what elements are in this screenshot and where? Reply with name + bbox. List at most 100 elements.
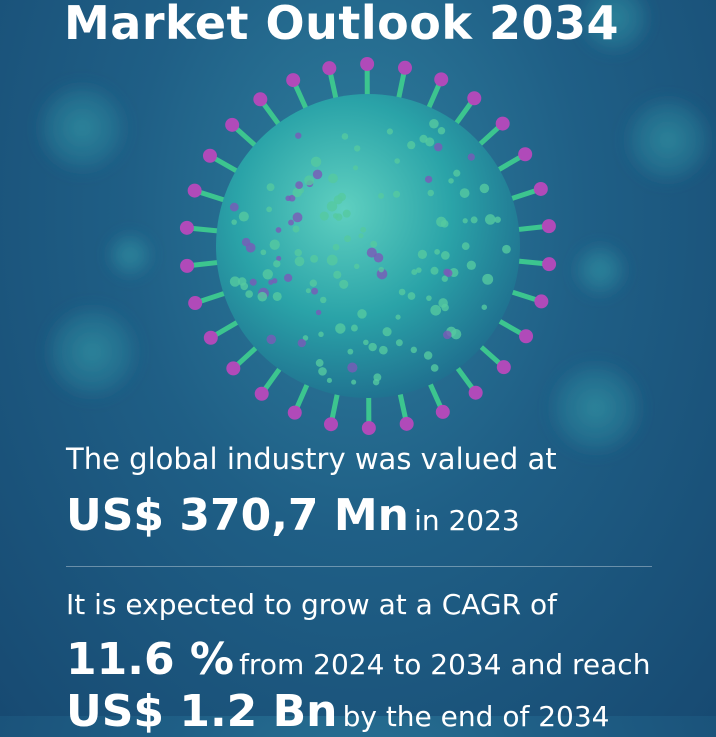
surface-dot: [276, 256, 281, 261]
spike-tip: [496, 117, 510, 131]
surface-dot: [387, 128, 393, 134]
surface-dot: [327, 201, 337, 211]
surface-dot: [328, 173, 338, 183]
spike-tip: [497, 360, 511, 374]
surface-dot: [434, 249, 440, 255]
spike-tip: [400, 417, 414, 431]
surface-dot: [267, 183, 275, 191]
surface-dot: [374, 253, 383, 262]
surface-dot: [285, 196, 291, 202]
surface-dot: [438, 127, 445, 134]
surface-dot: [482, 274, 493, 285]
surface-dot: [383, 327, 392, 336]
surface-dot: [443, 331, 452, 340]
spike-tip: [518, 147, 532, 161]
surface-dot: [462, 242, 470, 250]
surface-dot: [393, 191, 400, 198]
surface-dot: [320, 297, 326, 303]
spike-tip: [519, 329, 533, 343]
surface-dot: [347, 349, 353, 355]
forecast-line: US$ 1.2 Bn by the end of 2034: [66, 686, 609, 737]
surface-dot: [395, 315, 400, 320]
surface-dot: [354, 264, 359, 269]
surface-dot: [295, 132, 301, 138]
surface-dot: [360, 227, 366, 233]
surface-dot: [448, 178, 454, 184]
surface-dot: [373, 379, 379, 385]
surface-dot: [273, 292, 282, 301]
surface-dot: [288, 220, 294, 226]
surface-dot: [370, 241, 377, 248]
surface-dot: [230, 203, 239, 212]
surface-dot: [333, 244, 340, 251]
spike-tip: [288, 406, 302, 420]
surface-dot: [339, 280, 348, 289]
surface-dot: [418, 250, 427, 259]
cagr-line: 11.6 % from 2024 to 2034 and reach: [66, 634, 650, 685]
surface-dot: [263, 269, 273, 279]
surface-dot: [347, 363, 357, 373]
surface-dot: [394, 158, 400, 164]
valuation-year: in 2023: [414, 504, 520, 537]
surface-dot: [242, 238, 250, 246]
surface-dot: [443, 269, 450, 276]
surface-dot: [292, 226, 299, 233]
surface-dot: [408, 292, 416, 300]
surface-dot: [245, 290, 253, 298]
surface-dot: [363, 340, 369, 346]
surface-dot: [270, 240, 280, 250]
surface-dot: [327, 255, 338, 266]
surface-dot: [313, 170, 323, 180]
spike-tip: [434, 72, 448, 86]
surface-dot: [230, 276, 240, 286]
spike-tip: [534, 182, 548, 196]
surface-dot: [333, 271, 341, 279]
divider-line: [66, 566, 652, 567]
surface-dot: [351, 325, 358, 332]
surface-dot: [344, 235, 351, 242]
spike-tip: [469, 386, 483, 400]
virus-body: [216, 94, 520, 398]
surface-dot: [304, 175, 314, 185]
surface-dot: [424, 351, 432, 359]
surface-dot: [434, 143, 442, 151]
surface-dot: [368, 343, 376, 351]
surface-dot: [436, 217, 446, 227]
surface-dot: [354, 145, 360, 151]
spike-tip: [542, 219, 556, 233]
spike-tip: [203, 149, 217, 163]
forecast-amount: US$ 1.2 Bn: [66, 686, 337, 737]
spike-tip: [324, 417, 338, 431]
surface-dot: [258, 292, 268, 302]
surface-dot: [231, 219, 237, 225]
surface-dot: [343, 210, 351, 218]
surface-dot: [357, 309, 366, 318]
surface-dot: [342, 133, 349, 140]
surface-dot: [310, 255, 318, 263]
surface-dot: [379, 346, 388, 355]
surface-dot: [482, 304, 487, 309]
spike-tip: [286, 73, 300, 87]
forecast-period: by the end of 2034: [343, 700, 610, 733]
surface-dot: [268, 280, 273, 285]
spike-tip: [322, 61, 336, 75]
surface-dot: [453, 170, 460, 177]
surface-dot: [295, 249, 302, 256]
spike-tip: [362, 421, 376, 435]
surface-dot: [396, 339, 403, 346]
surface-dot: [495, 217, 501, 223]
page-title: Market Outlook 2034: [64, 0, 619, 50]
surface-dot: [318, 367, 327, 376]
surface-dot: [295, 257, 305, 267]
surface-dot: [480, 184, 489, 193]
surface-dot: [335, 323, 345, 333]
surface-dot: [318, 332, 323, 337]
surface-dot: [485, 214, 496, 225]
surface-dot: [358, 233, 363, 238]
cagr-rate: 11.6 %: [66, 634, 234, 685]
surface-dot: [266, 207, 272, 213]
surface-dot: [284, 274, 292, 282]
surface-dot: [460, 188, 470, 198]
surface-dot: [306, 288, 311, 293]
surface-dot: [333, 213, 339, 219]
